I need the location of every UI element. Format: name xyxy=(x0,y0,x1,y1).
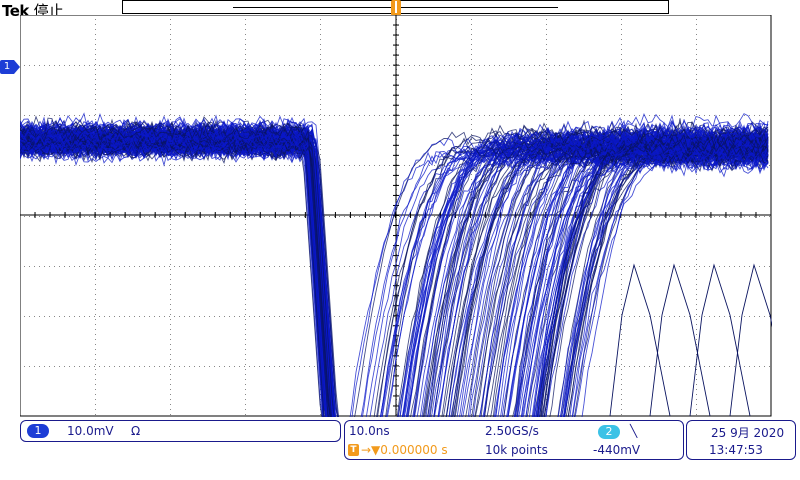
channel1-scale: 10.0mV xyxy=(67,424,114,438)
trigger-delay: →▼0.000000 s xyxy=(361,443,448,457)
waveform-display[interactable] xyxy=(20,15,772,417)
timebase-scale: 10.0ns xyxy=(349,424,390,438)
sample-rate: 2.50GS/s xyxy=(485,424,539,438)
channel1-ground-marker[interactable]: 1 xyxy=(0,60,20,74)
channel1-coupling: Ω xyxy=(131,424,141,438)
trigger-position-marker[interactable] xyxy=(391,0,401,16)
time: 13:47:53 xyxy=(709,443,763,457)
trigger-level: -440mV xyxy=(593,443,641,457)
date: 25 9月 2020 xyxy=(711,426,785,440)
acquisition-panel[interactable]: 10.0ns 2.50GS/s T →▼0.000000 s 10k point… xyxy=(344,420,684,460)
channel1-badge[interactable]: 1 xyxy=(27,424,49,438)
datetime-panel: 25 9月 2020 13:47:53 xyxy=(686,420,796,460)
channel1-panel[interactable]: 1 10.0mV Ω xyxy=(20,420,341,442)
trigger-source-badge[interactable]: 2 xyxy=(598,425,620,439)
record-length: 10k points xyxy=(485,443,548,457)
waveform-traces xyxy=(20,112,772,417)
trigger-badge: T xyxy=(348,444,359,456)
falling-slope-icon: ╲ xyxy=(630,424,638,438)
